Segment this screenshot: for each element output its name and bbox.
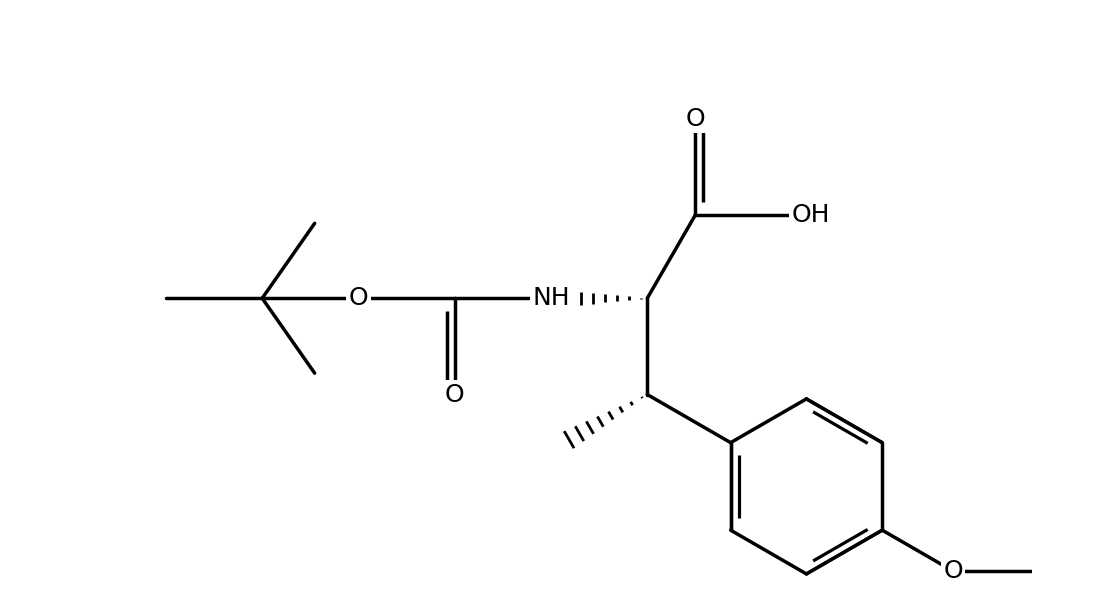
Text: O: O xyxy=(943,559,963,583)
Text: O: O xyxy=(348,286,368,310)
Text: OH: OH xyxy=(791,203,830,227)
Text: NH: NH xyxy=(532,286,570,310)
Text: O: O xyxy=(445,383,465,406)
Text: O: O xyxy=(685,107,705,131)
